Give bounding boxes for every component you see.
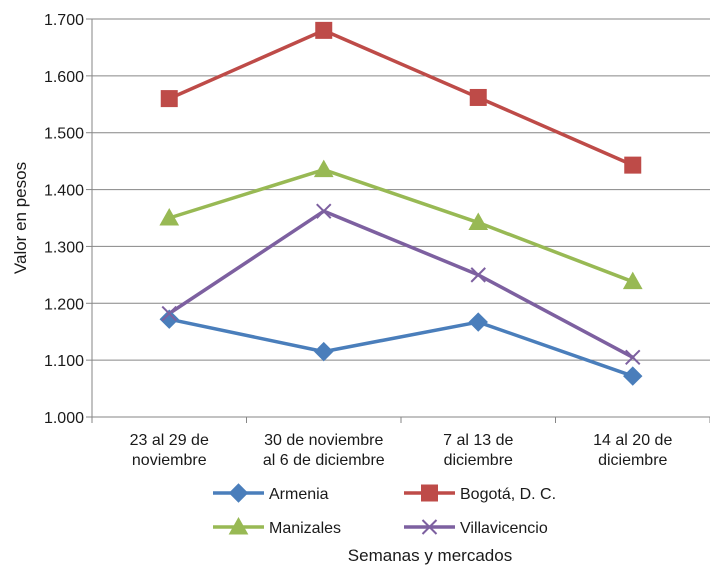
legend-marker xyxy=(421,484,438,502)
data-point xyxy=(316,203,332,219)
data-point xyxy=(159,207,180,226)
series-line xyxy=(167,209,635,360)
y-tick-label: 1.500 xyxy=(44,126,84,143)
series-line xyxy=(167,317,635,378)
data-point xyxy=(623,366,643,386)
data-point xyxy=(625,349,641,366)
series-line xyxy=(167,167,635,284)
legend-label: Armenia xyxy=(269,486,329,503)
series-lines xyxy=(167,28,635,378)
legend-item: Manizales xyxy=(213,516,341,537)
data-point xyxy=(622,271,643,290)
legend-label: Villavicencio xyxy=(460,520,548,537)
gridlines xyxy=(86,18,710,418)
data-point xyxy=(470,267,486,283)
y-tick-label: 1.700 xyxy=(44,12,84,29)
y-axis-label: Valor en pesos xyxy=(11,162,30,274)
y-tick-label: 1.300 xyxy=(44,239,84,256)
x-tick-label: 23 al 29 de noviembre xyxy=(130,432,209,469)
data-point xyxy=(624,156,642,174)
data-point xyxy=(161,305,177,322)
legend-item: Bogotá, D. C. xyxy=(404,484,556,503)
data-point xyxy=(313,159,334,178)
y-tick-label: 1.600 xyxy=(44,69,84,86)
data-point xyxy=(468,212,489,231)
legend-label: Manizales xyxy=(269,520,341,537)
data-point xyxy=(315,21,333,39)
legend-marker xyxy=(228,483,249,503)
data-point xyxy=(468,312,488,332)
legend-label: Bogotá, D. C. xyxy=(460,486,556,503)
series-line xyxy=(167,28,635,167)
y-tick-label: 1.200 xyxy=(44,296,84,313)
legend-item: Armenia xyxy=(213,483,329,503)
data-point xyxy=(314,341,334,362)
data-point xyxy=(159,309,179,329)
x-axis-label: Semanas y mercados xyxy=(348,546,512,565)
legend-marker xyxy=(228,516,249,535)
x-tick-label: 30 de noviembre al 6 de diciembre xyxy=(263,432,385,469)
y-tick-label: 1.100 xyxy=(44,353,84,370)
data-point xyxy=(160,90,178,108)
y-tick-label: 1.400 xyxy=(44,183,84,200)
y-axis-tick-labels: 1.000 1.100 1.200 1.300 1.400 1.500 1.600 1.700 xyxy=(44,12,84,427)
legend-marker xyxy=(421,519,438,535)
x-tick-label: 14 al 20 de diciembre xyxy=(593,432,672,469)
legend-item: Villavicencio xyxy=(404,519,548,537)
x-axis-tick-labels: 23 al 29 de noviembre 30 de noviembre al 6 … xyxy=(130,432,673,469)
x-tick-label: 7 al 13 de diciembre xyxy=(443,432,513,469)
legend: Armenia Bogotá, D. C. Manizales Villavicenc… xyxy=(213,483,556,537)
data-point xyxy=(469,88,487,106)
series-markers xyxy=(159,21,643,386)
y-tick-label: 1.000 xyxy=(44,410,84,427)
axes xyxy=(91,19,710,423)
